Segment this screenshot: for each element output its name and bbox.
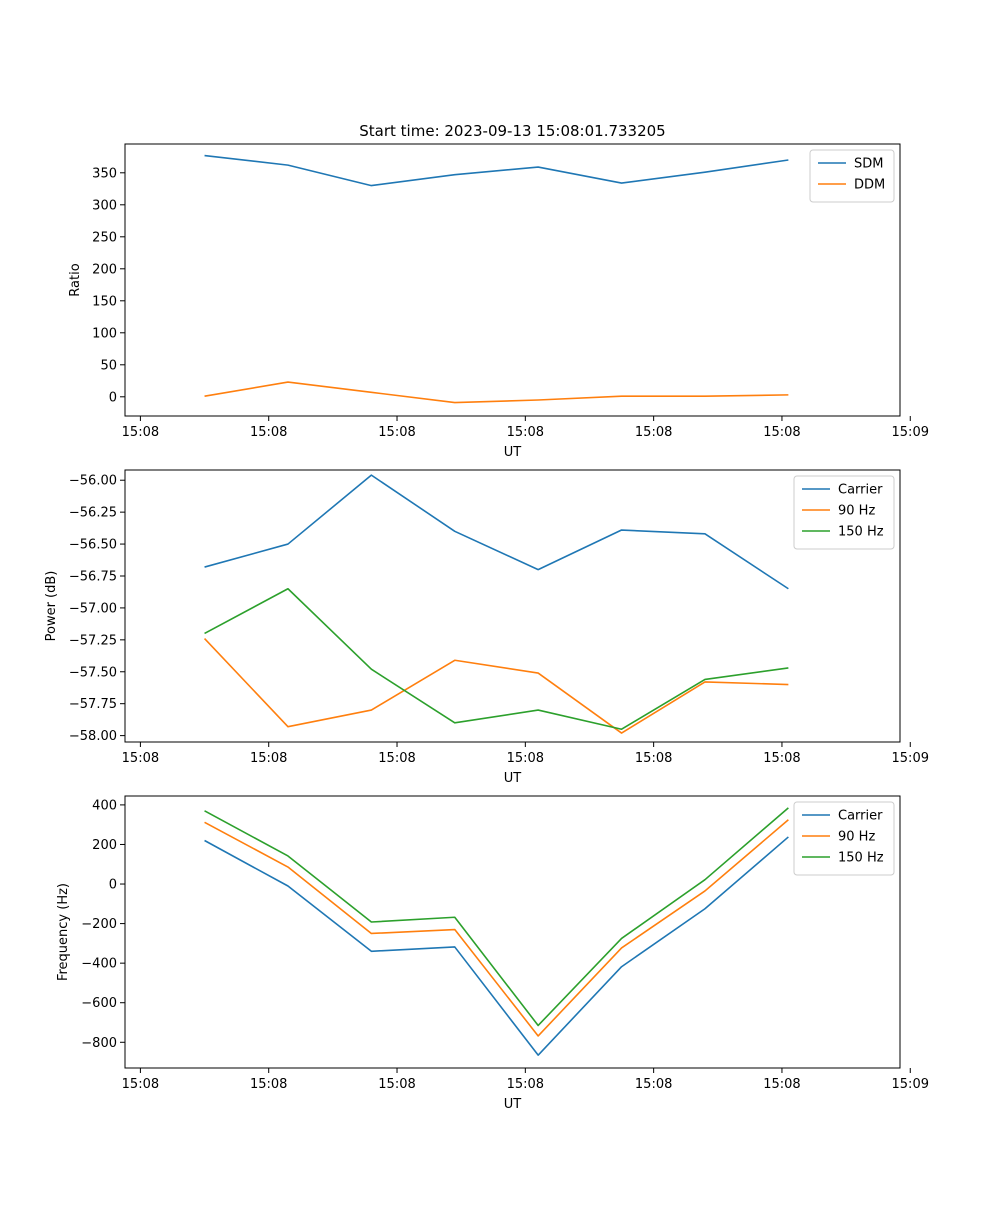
x-tick-label: 15:08 — [378, 425, 415, 440]
x-tick-label: 15:08 — [507, 751, 544, 766]
legend: Carrier 90 Hz 150 Hz — [793, 475, 895, 550]
x-tick-label: 15:08 — [635, 425, 672, 440]
x-tick-label: 15:08 — [250, 1077, 287, 1092]
legend-label: 150 Hz — [838, 851, 884, 866]
series-line-150-hz — [204, 807, 789, 1027]
x-tick-label: 15:08 — [250, 425, 287, 440]
legend: SDM DDM — [809, 149, 895, 203]
chart-panel-2: 15:08 15:08 15:08 15:08 15:08 15:08 15:09 −58.0… — [44, 469, 929, 786]
series-line-carrier — [204, 474, 789, 590]
y-tick-label: 50 — [100, 358, 117, 373]
y-tick-label: 250 — [92, 230, 117, 245]
x-tick-label: 15:08 — [250, 751, 287, 766]
legend: Carrier 90 Hz 150 Hz — [793, 801, 895, 876]
y-tick-label: 350 — [92, 166, 117, 181]
legend-label: Carrier — [838, 809, 883, 824]
y-axis-label: Frequency (Hz) — [56, 883, 71, 981]
x-tick-label: 15:08 — [635, 751, 672, 766]
x-tick-label: 15:08 — [122, 751, 159, 766]
x-tick-label: 15:09 — [892, 1077, 929, 1092]
y-tick-label: 200 — [92, 838, 117, 853]
chart-panel-3: 15:08 15:08 15:08 15:08 15:08 15:08 15:09 −800 −… — [56, 795, 929, 1112]
chart-panel-1: 15:08 15:08 15:08 15:08 15:08 15:08 15:09 0 50 10… — [68, 143, 929, 460]
x-tick-label: 15:08 — [507, 425, 544, 440]
series-line-90-hz — [203, 638, 789, 734]
legend-label: DDM — [854, 178, 885, 193]
y-tick-label: −58.00 — [69, 729, 117, 744]
y-tick-label: −200 — [81, 917, 117, 932]
legend-label: 90 Hz — [838, 504, 875, 519]
series-line-carrier — [204, 836, 789, 1056]
plot-frame — [124, 469, 901, 743]
y-tick-label: −57.75 — [69, 697, 117, 712]
legend-label: Carrier — [838, 483, 883, 498]
series-line-sdm — [204, 154, 789, 187]
legend-label: 90 Hz — [838, 830, 875, 845]
y-tick-label: −600 — [81, 996, 117, 1011]
y-tick-label: 400 — [92, 798, 117, 813]
x-tick-label: 15:08 — [378, 1077, 415, 1092]
series-line-ddm — [204, 381, 789, 404]
y-tick-label: 0 — [109, 390, 117, 405]
x-tick-label: 15:08 — [378, 751, 415, 766]
y-tick-label: 200 — [92, 262, 117, 277]
y-tick-label: −800 — [81, 1036, 117, 1051]
y-tick-label: −400 — [81, 957, 117, 972]
x-tick-label: 15:09 — [892, 425, 929, 440]
series-line-150-hz — [204, 587, 789, 731]
x-tick-label: 15:08 — [507, 1077, 544, 1092]
y-tick-label: −57.25 — [69, 633, 117, 648]
x-tick-label: 15:08 — [635, 1077, 672, 1092]
x-tick-label: 15:08 — [763, 751, 800, 766]
chart-title: Start time: 2023-09-13 15:08:01.733205 — [359, 122, 665, 140]
y-tick-label: 150 — [92, 294, 117, 309]
x-tick-label: 15:08 — [763, 425, 800, 440]
plot-frame — [124, 143, 901, 417]
legend-label: 150 Hz — [838, 525, 884, 540]
series-line-90-hz — [204, 819, 789, 1037]
plot-frame — [124, 795, 901, 1069]
x-tick-label: 15:09 — [892, 751, 929, 766]
x-tick-label: 15:08 — [122, 425, 159, 440]
y-tick-label: −57.50 — [69, 665, 117, 680]
y-axis-label: Ratio — [68, 263, 83, 296]
y-tick-label: −56.25 — [69, 506, 117, 521]
x-tick-label: 15:08 — [122, 1077, 159, 1092]
legend-label: SDM — [854, 157, 883, 172]
y-tick-label: −56.75 — [69, 569, 117, 584]
x-tick-label: 15:08 — [763, 1077, 800, 1092]
y-tick-label: −57.00 — [69, 601, 117, 616]
y-tick-label: −56.00 — [69, 474, 117, 489]
y-tick-label: −56.50 — [69, 538, 117, 553]
x-axis-label: UT — [504, 445, 522, 460]
y-tick-label: 100 — [92, 326, 117, 341]
x-axis-label: UT — [504, 771, 522, 786]
y-tick-label: 300 — [92, 198, 117, 213]
y-tick-label: 0 — [109, 878, 117, 893]
y-axis-label: Power (dB) — [44, 571, 59, 642]
x-axis-label: UT — [504, 1097, 522, 1112]
